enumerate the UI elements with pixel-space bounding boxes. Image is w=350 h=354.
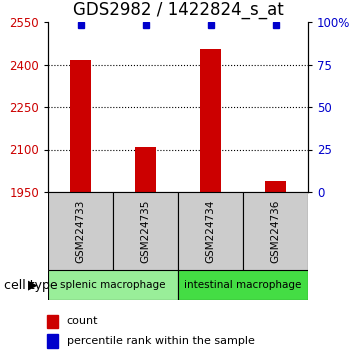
Bar: [113, 192, 178, 270]
Bar: [48, 192, 113, 270]
Text: GSM224736: GSM224736: [271, 199, 280, 263]
Bar: [178, 270, 308, 300]
Bar: [178, 192, 243, 270]
Text: cell type: cell type: [4, 279, 57, 291]
Text: percentile rank within the sample: percentile rank within the sample: [66, 336, 254, 346]
Title: GDS2982 / 1422824_s_at: GDS2982 / 1422824_s_at: [73, 1, 284, 19]
Bar: [47, 315, 58, 328]
Bar: [47, 335, 58, 348]
Bar: [265, 181, 286, 192]
Bar: [70, 60, 91, 192]
Text: GSM224733: GSM224733: [76, 199, 85, 263]
Text: count: count: [66, 316, 98, 326]
Text: GSM224734: GSM224734: [205, 199, 216, 263]
Text: splenic macrophage: splenic macrophage: [60, 280, 166, 290]
Text: ▶: ▶: [28, 279, 37, 291]
Text: intestinal macrophage: intestinal macrophage: [184, 280, 302, 290]
Text: GSM224735: GSM224735: [140, 199, 150, 263]
Bar: [48, 270, 178, 300]
Bar: [243, 192, 308, 270]
Bar: [135, 147, 156, 192]
Bar: [200, 49, 221, 192]
